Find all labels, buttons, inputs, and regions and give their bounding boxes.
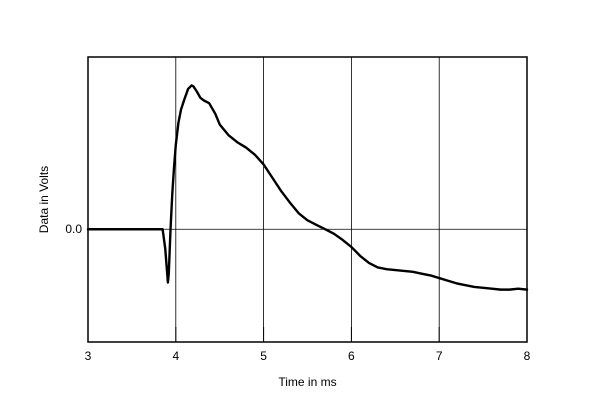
x-tick-label: 8	[524, 349, 531, 363]
x-tick-labels: 3 4 5 6 7 8	[85, 349, 531, 363]
x-tick-label: 6	[348, 349, 355, 363]
y-axis-label: Data in Volts	[37, 166, 51, 233]
grid-lines	[88, 57, 527, 342]
series-layer	[86, 84, 529, 291]
x-tick-label: 3	[85, 349, 92, 363]
x-tick-label: 4	[172, 349, 179, 363]
y-tick-label: 0.0	[65, 222, 82, 236]
x-axis-label: Time in ms	[278, 375, 336, 389]
x-tick-label: 7	[436, 349, 443, 363]
tick-marks	[87, 327, 528, 342]
y-tick-labels: 0.0	[65, 222, 82, 236]
x-tick-label: 5	[260, 349, 267, 363]
plot-frame	[87, 56, 528, 343]
series-line	[86, 84, 529, 291]
